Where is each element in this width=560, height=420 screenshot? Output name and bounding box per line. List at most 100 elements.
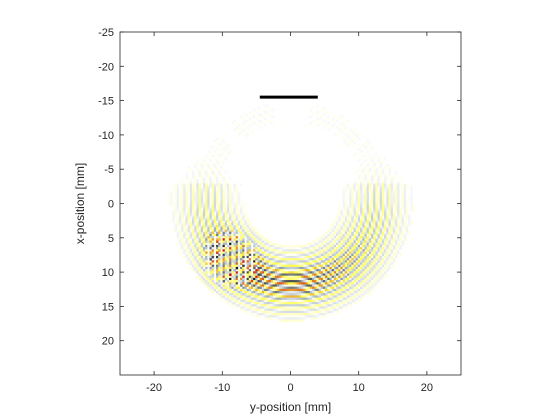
heatmap-cell (266, 249, 269, 252)
heatmap-cell (388, 225, 391, 228)
heatmap-cell (318, 291, 322, 294)
heatmap-cell (207, 242, 210, 246)
heatmap-cell (255, 269, 258, 272)
heatmap-cell (198, 269, 202, 272)
heatmap-cell (274, 304, 278, 307)
heatmap-cell (202, 165, 206, 169)
heatmap-cell (213, 205, 217, 208)
heatmap-cell (346, 244, 350, 248)
heatmap-cell (318, 282, 322, 285)
heatmap-cell (279, 310, 282, 314)
heatmap-cell (183, 190, 186, 193)
heatmap-cell (242, 271, 245, 274)
heatmap-cell (259, 310, 263, 314)
heatmap-cell (353, 132, 356, 136)
heatmap-cell (174, 196, 178, 200)
heatmap-cell (368, 179, 372, 182)
heatmap-cell (257, 277, 260, 281)
heatmap-cell (296, 260, 300, 263)
heatmap-cell (187, 240, 191, 244)
heatmap-cell (290, 255, 293, 259)
heatmap-cell (229, 288, 232, 292)
heatmap-cell (189, 198, 193, 202)
heatmap-cell (353, 264, 356, 268)
heatmap-cell (386, 231, 389, 235)
heatmap-cell (196, 247, 199, 250)
heatmap-cell (218, 244, 221, 248)
heatmap-cell (377, 280, 380, 283)
heatmap-cell (331, 282, 335, 285)
heatmap-cell (314, 240, 317, 244)
heatmap-cell (288, 266, 291, 270)
heatmap-cell (226, 255, 230, 259)
heatmap-cell (322, 262, 326, 265)
heatmap-cell (281, 277, 284, 281)
heatmap-cell (237, 212, 241, 215)
heatmap-cell (207, 260, 210, 263)
heatmap-cell (355, 227, 359, 230)
heatmap-cell (277, 262, 280, 265)
heatmap-cell (209, 183, 212, 186)
heatmap-cell (194, 194, 197, 197)
heatmap-cell (226, 262, 230, 265)
heatmap-cell (248, 286, 252, 290)
heatmap-cell (194, 227, 197, 230)
heatmap-cell (340, 286, 343, 290)
heatmap-cell (296, 306, 300, 309)
heatmap-cell (270, 247, 274, 250)
heatmap-cell (231, 275, 234, 279)
heatmap-cell (222, 194, 226, 197)
heatmap-cell (211, 262, 215, 265)
heatmap-cell (187, 176, 191, 180)
heatmap-cell (185, 203, 188, 206)
heatmap-cell (397, 214, 400, 217)
heatmap-cell (357, 264, 361, 268)
heatmap-cell (390, 222, 394, 226)
heatmap-cell (218, 275, 221, 279)
heatmap-cell (237, 132, 241, 136)
heatmap-cell (336, 260, 339, 263)
heatmap-cell (255, 275, 258, 279)
heatmap-cell (240, 291, 243, 294)
heatmap-cell (373, 205, 376, 208)
heatmap-cell (277, 280, 280, 283)
heatmap-cell (333, 247, 337, 250)
heatmap-cell (303, 282, 306, 285)
heatmap-cell (192, 227, 195, 230)
heatmap-cell (381, 222, 385, 226)
heatmap-cell (394, 231, 398, 235)
heatmap-cell (298, 293, 302, 296)
heatmap-cell (320, 291, 324, 294)
heatmap-cell (198, 258, 202, 261)
heatmap-cell (226, 253, 230, 257)
heatmap-cell (216, 137, 219, 140)
heatmap-cell (344, 203, 348, 206)
heatmap-cell (248, 304, 252, 307)
heatmap-cell (178, 247, 182, 250)
heatmap-cell (381, 170, 385, 173)
heatmap-cell (360, 209, 363, 213)
heatmap-cell (360, 271, 363, 274)
heatmap-cell (244, 251, 247, 255)
heatmap-cell (355, 135, 359, 138)
heatmap-cell (279, 269, 282, 272)
heatmap-cell (205, 253, 208, 257)
heatmap-cell (384, 271, 387, 274)
heatmap-cell (296, 273, 300, 276)
heatmap-cell (174, 183, 178, 186)
heatmap-cell (303, 299, 306, 303)
heatmap-cell (222, 247, 226, 250)
heatmap-cell (390, 176, 394, 180)
heatmap-cell (351, 135, 354, 138)
heatmap-cell (187, 212, 191, 215)
heatmap-cell (368, 220, 372, 224)
heatmap-cell (340, 273, 343, 276)
heatmap-cell (257, 255, 260, 259)
heatmap-cell (390, 194, 394, 197)
heatmap-cell (388, 247, 391, 250)
heatmap-cell (384, 233, 387, 237)
heatmap-cell (360, 238, 363, 241)
heatmap-cell (216, 170, 219, 173)
heatmap-cell (322, 251, 326, 255)
heatmap-cell (285, 319, 289, 323)
